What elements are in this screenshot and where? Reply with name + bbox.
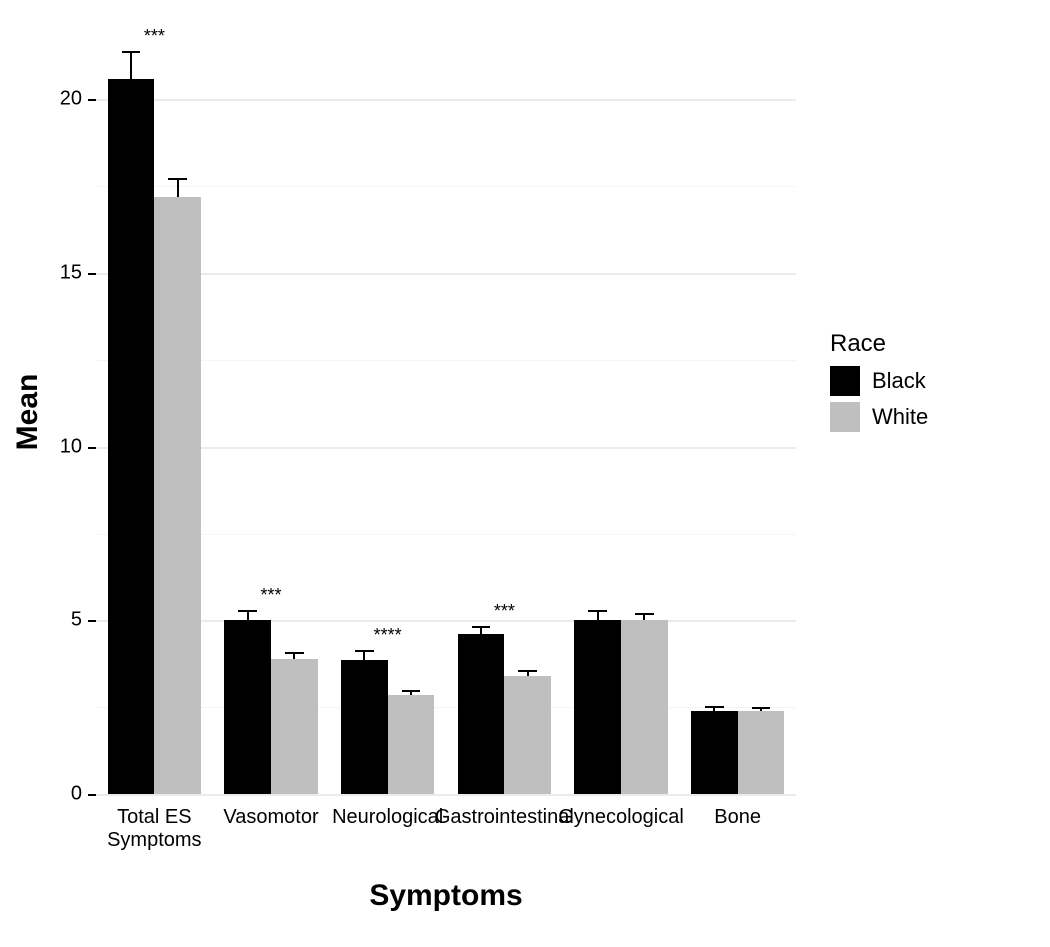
legend-item: White: [830, 402, 928, 432]
y-tick-mark: [88, 273, 96, 275]
bar-white: [388, 695, 435, 794]
errorbar-cap: [752, 707, 771, 709]
legend-swatch: [830, 366, 860, 396]
errorbar-cap: [285, 652, 304, 654]
x-tick-label: Bone: [714, 806, 761, 829]
legend-label: White: [872, 404, 928, 430]
bar-white: [738, 711, 785, 794]
errorbar-cap: [402, 690, 421, 692]
legend-swatch: [830, 402, 860, 432]
significance-label: ***: [260, 585, 281, 606]
significance-label: ****: [374, 625, 402, 646]
y-tick-label: 5: [71, 609, 82, 632]
errorbar-cap: [635, 613, 654, 615]
y-tick-mark: [88, 447, 96, 449]
significance-label: ***: [144, 26, 165, 47]
x-tick-label: Gynecological: [558, 806, 684, 829]
y-tick-mark: [88, 620, 96, 622]
y-axis-title: Mean: [11, 374, 45, 451]
bar-black: [341, 660, 388, 794]
chart-container: ************* Mean Symptoms Race BlackWh…: [0, 0, 1050, 947]
bar-white: [621, 620, 668, 794]
y-tick-label: 20: [60, 88, 82, 111]
y-tick-label: 0: [71, 783, 82, 806]
x-axis-title: Symptoms: [369, 879, 522, 913]
y-tick-label: 10: [60, 435, 82, 458]
gridline-major: [96, 447, 796, 449]
errorbar-stem: [177, 178, 179, 197]
bar-black: [574, 620, 621, 794]
bar-white: [504, 676, 551, 794]
x-tick-label: Vasomotor: [223, 806, 318, 829]
errorbar-cap: [472, 626, 491, 628]
gridline-minor: [96, 534, 796, 535]
bar-black: [691, 711, 738, 794]
errorbar-cap: [355, 650, 374, 652]
x-tick-label: Total ES Symptoms: [107, 806, 201, 852]
legend-label: Black: [872, 368, 926, 394]
y-tick-mark: [88, 794, 96, 796]
bar-black: [458, 634, 505, 794]
bar-white: [154, 197, 201, 794]
y-tick-label: 15: [60, 262, 82, 285]
errorbar-cap: [238, 610, 257, 612]
plot-area: *************: [96, 30, 796, 794]
x-tick-label: Gastrointestinal: [435, 806, 574, 829]
gridline-major: [96, 794, 796, 796]
significance-label: ***: [494, 601, 515, 622]
legend-title: Race: [830, 330, 928, 358]
bar-black: [108, 79, 155, 794]
errorbar-cap: [122, 51, 141, 53]
bar-white: [271, 659, 318, 794]
y-tick-mark: [88, 99, 96, 101]
errorbar-cap: [588, 610, 607, 612]
bar-black: [224, 620, 271, 794]
gridline-minor: [96, 186, 796, 187]
gridline-major: [96, 620, 796, 622]
gridline-major: [96, 273, 796, 275]
gridline-major: [96, 99, 796, 101]
gridline-minor: [96, 360, 796, 361]
errorbar-cap: [705, 706, 724, 708]
errorbar-cap: [518, 670, 537, 672]
errorbar-stem: [130, 51, 132, 79]
legend-item: Black: [830, 366, 928, 396]
errorbar-cap: [168, 178, 187, 180]
x-tick-label: Neurological: [332, 806, 443, 829]
panel-background: [96, 30, 796, 794]
gridline-minor: [96, 707, 796, 708]
legend: Race Black White: [830, 330, 928, 432]
